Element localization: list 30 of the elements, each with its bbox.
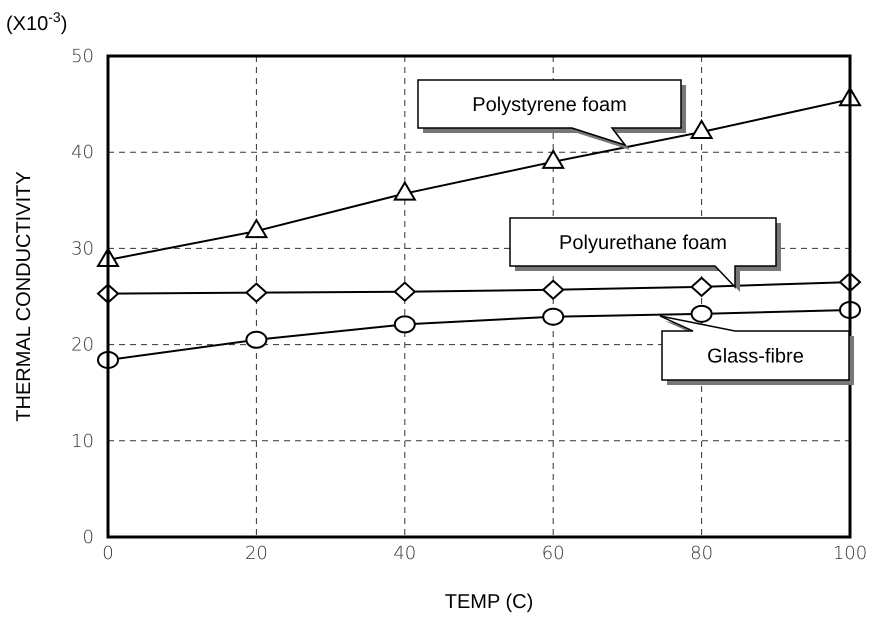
x-tick-label: 20 [244, 543, 268, 564]
point [394, 182, 416, 201]
y-tick-label: 40 [71, 142, 94, 164]
point [394, 282, 416, 302]
point [245, 219, 268, 238]
y-tick-label: 50 [71, 46, 94, 67]
y-axis-title: THERMAL CONDUCTIVITY [13, 171, 35, 422]
x-tick-label: 100 [832, 543, 868, 564]
text: (X10$^{-3}$) [6, 9, 68, 35]
x-tick-label: 40 [393, 543, 416, 564]
point [542, 280, 564, 300]
y-tick-label: 20 [71, 334, 94, 356]
x-axis-title: TEMP (C) [444, 591, 534, 613]
point [542, 308, 564, 326]
y-tick-label: 10 [71, 430, 94, 452]
point [245, 282, 268, 303]
point [394, 315, 416, 334]
x-tick-label: 0 [102, 543, 114, 564]
point [245, 330, 268, 349]
series-label: Polyurethane foam [559, 232, 727, 254]
point [690, 276, 713, 297]
point [690, 304, 713, 323]
point [542, 150, 564, 169]
x-tick-label: 60 [542, 543, 565, 564]
y-tick-label: 0 [82, 527, 94, 548]
series-label: Polystyrene foam [472, 94, 627, 116]
y-tick-label: 30 [71, 238, 94, 260]
x-tick-label: 80 [690, 543, 714, 564]
series-label: Glass-fibre [707, 346, 804, 368]
point [690, 120, 713, 139]
